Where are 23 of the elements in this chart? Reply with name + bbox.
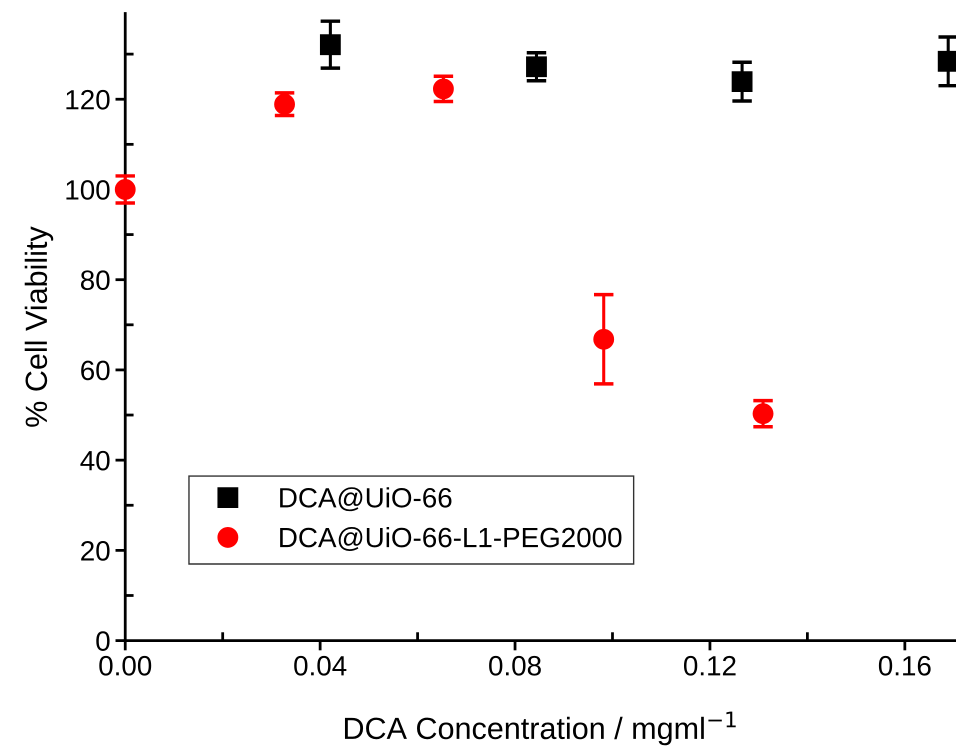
y-tick-label: 120 — [66, 90, 110, 110]
x-tick-label: 0.04 — [294, 656, 346, 676]
point — [732, 71, 753, 92]
x-tick-label: 0.16 — [878, 656, 931, 676]
point — [752, 403, 774, 424]
y-tick-label: 100 — [66, 180, 110, 200]
point — [432, 78, 454, 100]
y-tick-label: 0 — [96, 631, 110, 651]
point — [526, 56, 547, 78]
y-tick-label: 20 — [81, 541, 110, 561]
y-tick-label: 40 — [80, 450, 110, 470]
point — [114, 179, 136, 200]
y-tick-label: 60 — [81, 360, 110, 380]
legend-label: DCA@UiO-66 — [280, 487, 452, 512]
x-tick-label: 0.12 — [684, 656, 736, 676]
point — [320, 34, 341, 56]
x-axis-title: DCA Concentration / mgml$^{−1}$ — [344, 712, 736, 746]
legend-label: DCA@UiO-66-L1-PEG2000 — [280, 527, 622, 551]
x-tick-label: 0.08 — [489, 656, 541, 676]
y-axis-title: % Cell Viability — [24, 226, 54, 427]
y-tick-label: 80 — [80, 270, 110, 290]
point — [593, 328, 614, 350]
x-tick-label: 0.00 — [99, 656, 152, 676]
